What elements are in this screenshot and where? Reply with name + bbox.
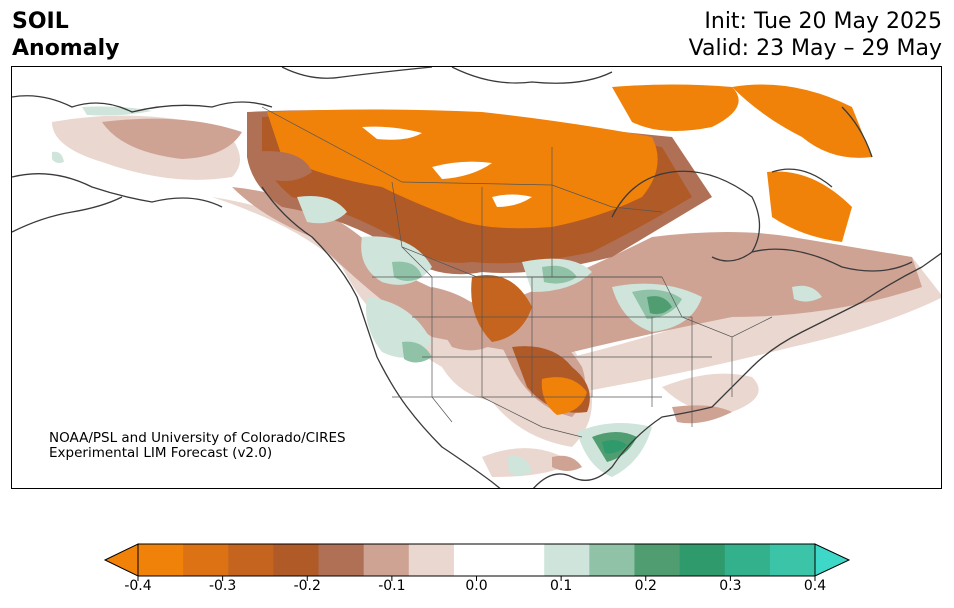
init-date: Init: Tue 20 May 2025: [704, 9, 942, 34]
colorbar-segment: [724, 544, 771, 576]
colorbar-segment: [453, 544, 500, 576]
colorbar-tick-label: 0.1: [549, 578, 573, 594]
wet-anomaly: [52, 106, 822, 477]
colorbar-segment: [589, 544, 635, 576]
colorbar-tick-label: 0.2: [634, 578, 657, 594]
colorbar-segment: [499, 544, 545, 576]
colorbar-tick-label: -0.1: [378, 578, 406, 594]
colorbar: [103, 543, 851, 581]
forecast-dates: Init: Tue 20 May 2025 Valid: 23 May – 29…: [689, 8, 942, 62]
colorbar-tick-label: -0.2: [293, 578, 321, 594]
colorbar-tick-label: -0.3: [208, 578, 237, 594]
variable-label: SOIL: [12, 9, 69, 34]
political-borders: [261, 106, 773, 438]
colorbar-segment: [138, 544, 184, 576]
colorbar-segment: [634, 544, 681, 576]
valid-range: Valid: 23 May – 29 May: [688, 36, 942, 61]
colorbar-high-arrow: [814, 543, 851, 577]
colorbar-segment: [408, 544, 455, 576]
strong-dry-anomaly: [247, 84, 872, 415]
colorbar-segment: [679, 544, 726, 576]
colorbar-low-arrow: [103, 543, 139, 577]
credit-line-1: NOAA/PSL and University of Colorado/CIRE…: [49, 430, 346, 446]
colorbar-segment: [363, 544, 410, 576]
map-panel: [11, 66, 942, 489]
credit-text: NOAA/PSL and University of Colorado/CIRE…: [49, 431, 346, 461]
colorbar-tick-label: 0.4: [803, 578, 827, 594]
colorbar-segment: [769, 544, 816, 576]
lakes: [362, 126, 532, 207]
colorbar-tick-label: -0.4: [124, 578, 152, 594]
anomaly-map: [12, 67, 941, 488]
colorbar-ticks: [137, 576, 816, 581]
coastlines: [12, 67, 941, 488]
colorbar-segment: [544, 544, 590, 576]
colorbar-tick-label: 0.3: [719, 578, 742, 594]
colorbar-segment: [318, 544, 365, 576]
colorbar-segments: [138, 544, 816, 576]
colorbar-tick-label: 0.0: [465, 578, 488, 594]
anomaly-label: Anomaly: [12, 36, 120, 61]
map-title: SOIL Anomaly: [12, 8, 119, 62]
colorbar-segment: [228, 544, 274, 576]
credit-line-2: Experimental LIM Forecast (v2.0): [49, 445, 273, 461]
colorbar-segment: [273, 544, 320, 576]
colorbar-segment: [183, 544, 229, 576]
